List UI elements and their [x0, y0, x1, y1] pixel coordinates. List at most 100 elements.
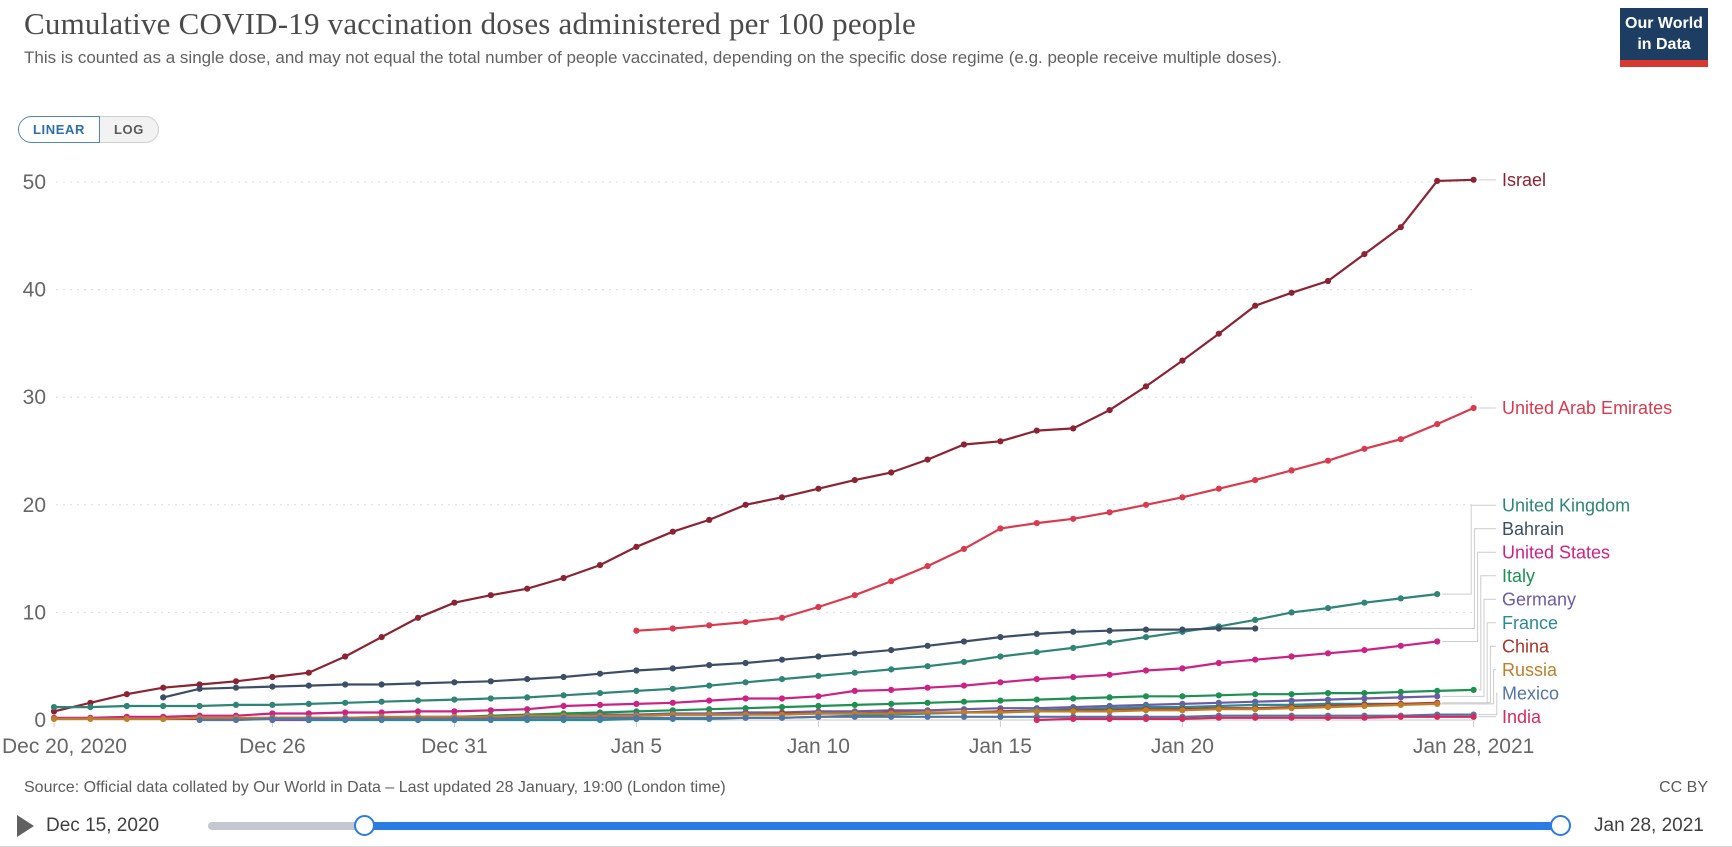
data-point: [269, 673, 276, 681]
data-point: [451, 715, 458, 723]
data-point: [669, 714, 676, 721]
legend-label-united-states[interactable]: United States: [1502, 542, 1610, 562]
legend-connector-china: [1442, 645, 1496, 704]
data-point: [123, 691, 130, 698]
data-point: [1070, 644, 1077, 652]
data-point: [960, 545, 968, 553]
owid-logo-redbar: [1620, 60, 1708, 67]
data-point: [888, 686, 895, 694]
timeline-end-label: Jan 28, 2021: [1594, 815, 1704, 836]
timeline-selected-range[interactable]: [364, 822, 1561, 830]
data-point: [414, 614, 422, 621]
legend-label-india[interactable]: India: [1502, 707, 1542, 727]
data-point: [378, 715, 385, 723]
data-point: [778, 704, 786, 711]
data-point: [960, 658, 968, 666]
data-point: [305, 682, 312, 689]
data-point: [50, 708, 58, 715]
data-point: [706, 706, 713, 713]
data-point: [196, 685, 203, 692]
data-point: [1033, 716, 1040, 724]
data-point: [524, 676, 531, 683]
data-point: [305, 715, 312, 723]
data-point: [1106, 627, 1113, 634]
license-label[interactable]: CC BY: [1659, 779, 1708, 796]
y-tick-label: 10: [23, 601, 46, 624]
data-point: [815, 485, 822, 492]
data-point: [596, 670, 604, 677]
legend-label-china[interactable]: China: [1502, 636, 1550, 656]
play-button[interactable]: [17, 815, 34, 837]
data-point: [924, 663, 931, 670]
data-point: [342, 715, 349, 723]
legend-label-israel[interactable]: Israel: [1502, 170, 1546, 190]
data-point: [1106, 509, 1113, 516]
data-point: [633, 687, 640, 695]
data-point: [706, 697, 713, 704]
data-point: [1106, 715, 1113, 723]
data-point: [487, 695, 494, 702]
data-point: [160, 684, 167, 691]
data-point: [1215, 714, 1222, 721]
timeline-start-handle[interactable]: [354, 815, 375, 836]
data-point: [524, 694, 531, 701]
data-point: [560, 574, 567, 582]
x-tick-label: Dec 31: [421, 735, 488, 758]
legend-label-united-kingdom[interactable]: United Kingdom: [1502, 495, 1630, 515]
legend-label-italy[interactable]: Italy: [1502, 566, 1535, 586]
series-points-bahrain: [160, 625, 1259, 701]
data-point: [414, 680, 422, 687]
legend-label-mexico[interactable]: Mexico: [1502, 683, 1559, 703]
legend-label-france[interactable]: France: [1502, 613, 1558, 633]
data-point: [851, 687, 858, 695]
series-line-mexico: [199, 713, 1474, 722]
data-point: [888, 713, 895, 720]
data-point: [342, 709, 349, 716]
data-point: [50, 715, 58, 723]
linear-scale-button[interactable]: LINEAR: [18, 116, 100, 143]
owid-logo-text: Our World in Data: [1620, 8, 1708, 60]
data-point: [1397, 694, 1404, 701]
series-line-israel: [53, 178, 1474, 713]
data-point: [924, 456, 931, 463]
data-point: [706, 662, 713, 669]
data-point: [633, 627, 640, 634]
owid-logo[interactable]: Our World in Data: [1620, 8, 1708, 67]
data-point: [778, 614, 786, 621]
data-point: [487, 592, 494, 599]
data-point: [160, 702, 167, 710]
data-point: [960, 713, 968, 720]
data-point: [1142, 707, 1150, 714]
data-point: [742, 714, 749, 721]
data-point: [1252, 691, 1259, 698]
timeline-slider[interactable]: [208, 815, 1571, 836]
data-point: [378, 698, 385, 705]
data-point: [524, 714, 531, 721]
data-point: [414, 715, 422, 723]
timeline-end-handle[interactable]: [1550, 815, 1571, 836]
data-point: [1215, 692, 1222, 699]
data-point: [269, 683, 276, 690]
data-point: [596, 714, 604, 721]
data-point: [888, 700, 895, 708]
data-point: [1033, 696, 1040, 703]
data-point: [451, 599, 458, 606]
data-point: [87, 704, 94, 711]
legend-label-united-arab-emirates[interactable]: United Arab Emirates: [1502, 398, 1672, 418]
data-point: [1434, 638, 1441, 645]
data-point: [1106, 694, 1113, 701]
data-point: [269, 710, 276, 717]
data-point: [706, 714, 713, 721]
data-point: [196, 702, 203, 710]
data-point: [1470, 686, 1477, 694]
data-point: [1142, 693, 1150, 700]
data-point: [560, 714, 567, 721]
legend-label-russia[interactable]: Russia: [1502, 660, 1558, 680]
data-point: [778, 676, 786, 683]
legend-label-bahrain[interactable]: Bahrain: [1502, 519, 1564, 539]
data-point: [1470, 176, 1477, 183]
log-scale-button[interactable]: LOG: [100, 116, 159, 143]
data-point: [1142, 501, 1150, 508]
legend-label-germany[interactable]: Germany: [1502, 589, 1576, 609]
data-point: [596, 562, 604, 569]
